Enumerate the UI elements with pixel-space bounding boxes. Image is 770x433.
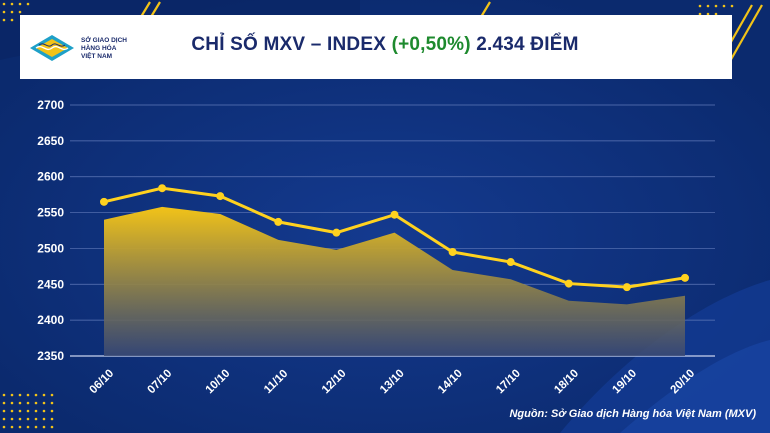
- line-points: [100, 184, 689, 292]
- y-tick-label: 2500: [37, 241, 64, 255]
- y-tick-label: 2650: [37, 134, 64, 148]
- y-tick-label: 2350: [37, 349, 64, 363]
- x-tick-label: 19/10: [610, 367, 639, 396]
- dot-pattern-bottomleft: [2, 393, 54, 429]
- x-tick-label: 13/10: [378, 367, 407, 396]
- line-point: [564, 279, 573, 288]
- x-tick-label: 11/10: [262, 368, 290, 396]
- x-tick-label: 07/10: [146, 367, 175, 396]
- title-suffix: 2.434 ĐIỂM: [476, 34, 579, 55]
- line-point: [506, 258, 515, 267]
- x-tick-label: 12/10: [320, 367, 349, 396]
- x-tick-label: 10/10: [204, 367, 233, 396]
- logo-line: VIỆT NAM: [81, 53, 113, 60]
- y-tick-label: 2550: [37, 206, 64, 220]
- logo-text: SỞ GIAO DỊCH HÀNG HÓA VIỆT NAM: [81, 37, 127, 61]
- x-tick-label: 06/10: [87, 367, 116, 396]
- y-axis: 2350 2400 2450 2500 2550 2600 2650 2700: [37, 98, 64, 363]
- line-point: [390, 210, 399, 219]
- line-point: [681, 273, 689, 282]
- dot-pattern-topright: [698, 4, 734, 16]
- x-axis: 06/10 07/10 10/10 11/10 12/10 13/10 14/10 17/10…: [87, 367, 697, 396]
- header-banner: [20, 15, 732, 79]
- x-tick-label: 14/10: [436, 367, 465, 396]
- line-point: [216, 192, 225, 201]
- source-note: Nguồn: Sở Giao dịch Hàng hóa Việt Nam (M…: [509, 408, 756, 420]
- index-area-series: [104, 206, 685, 356]
- logo-line: SỞ GIAO DỊCH: [81, 37, 127, 44]
- line-point: [622, 283, 631, 292]
- line-point: [274, 217, 283, 226]
- x-tick-label: 17/10: [494, 367, 523, 396]
- line-point: [332, 228, 341, 237]
- y-tick-label: 2700: [37, 98, 64, 112]
- line-point: [100, 197, 108, 206]
- chart-title: CHỈ SỐ MXV – INDEX (+0,50%) 2.434 ĐIỂM: [0, 34, 770, 56]
- y-tick-label: 2450: [37, 277, 64, 291]
- y-tick-label: 2400: [37, 313, 64, 327]
- x-tick-label: 20/10: [668, 367, 697, 396]
- line-point: [158, 184, 167, 193]
- x-tick-label: 18/10: [552, 367, 581, 396]
- line-point: [448, 248, 457, 257]
- logo-emblem-icon: [30, 35, 74, 61]
- title-prefix: CHỈ SỐ MXV – INDEX: [191, 34, 387, 55]
- exchange-logo: SỞ GIAO DỊCH HÀNG HÓA VIỆT NAM: [27, 34, 127, 62]
- dot-pattern-topleft: [2, 2, 30, 22]
- y-tick-label: 2600: [37, 170, 64, 184]
- title-change: (+0,50%): [391, 34, 471, 55]
- logo-line: HÀNG HÓA: [81, 45, 117, 52]
